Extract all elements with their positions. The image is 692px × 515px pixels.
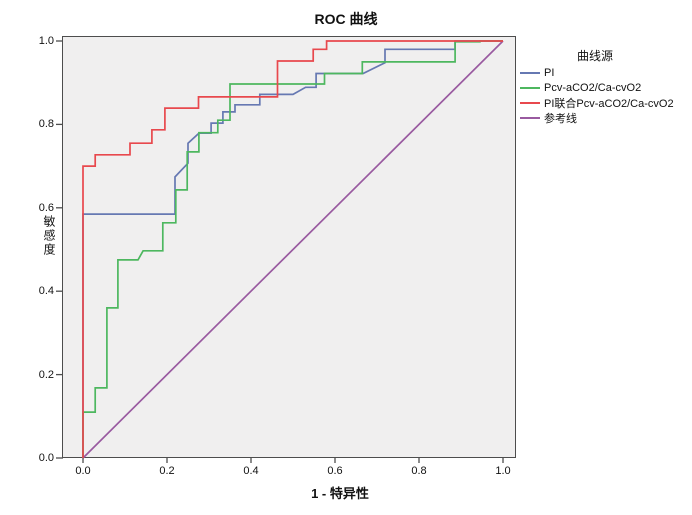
page-title: ROC 曲线 (314, 11, 378, 27)
legend-title: 曲线源 (576, 49, 613, 63)
x-tick-label: 0.0 (75, 465, 91, 477)
y-tick-label: 0.8 (38, 118, 54, 131)
y-tick-label: 0.0 (38, 452, 54, 464)
x-tick-label: 0.6 (327, 465, 343, 477)
legend-item-label: Pcv-aCO2/Ca-cvO2 (544, 82, 642, 94)
legend-item-label: PI联合Pcv-aCO2/Ca-cvO2 (544, 98, 674, 110)
legend-swatch-line (520, 87, 540, 89)
legend-item-label: PI (544, 67, 555, 79)
legend-item: PI (520, 66, 554, 80)
legend-swatch-line (520, 102, 540, 104)
legend-item: Pcv-aCO2/Ca-cvO2 (520, 81, 641, 95)
x-axis-label: 1 - 特异性 (311, 486, 369, 501)
legend-item-label: 参考线 (544, 113, 577, 125)
legend-swatch-line (520, 117, 540, 119)
legend-swatch-line (520, 72, 540, 74)
x-tick-label: 1.0 (495, 465, 511, 477)
legend-item: PI联合Pcv-aCO2/Ca-cvO2 (520, 96, 674, 110)
y-axis-label: 敏感度 (42, 215, 56, 257)
y-tick-label: 1.0 (38, 35, 54, 47)
legend-item: 参考线 (520, 111, 577, 125)
plot-area (62, 36, 516, 458)
y-tick-label: 0.6 (38, 201, 54, 214)
y-tick-label: 0.4 (38, 285, 54, 298)
x-tick-label: 0.8 (411, 465, 427, 477)
x-tick-label: 0.4 (243, 465, 259, 477)
x-tick-label: 0.2 (159, 465, 175, 477)
y-tick-label: 0.2 (38, 368, 54, 381)
